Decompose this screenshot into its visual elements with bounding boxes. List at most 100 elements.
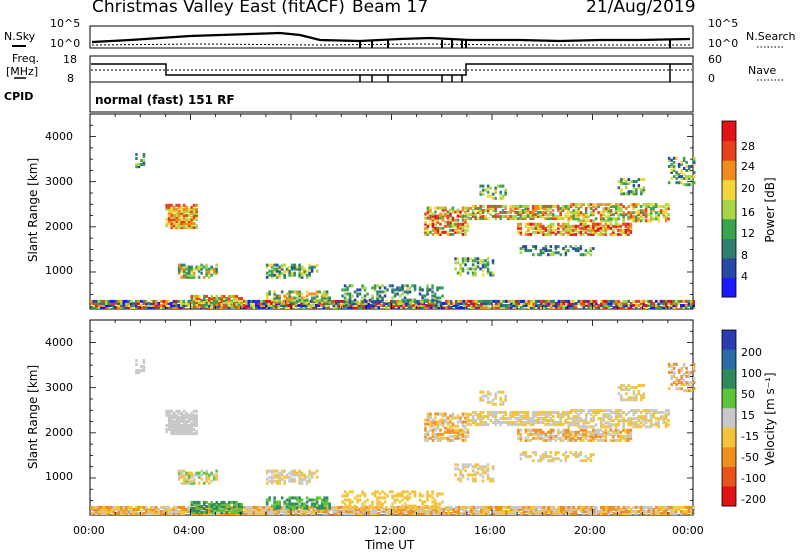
- velocity-cell: [225, 503, 228, 506]
- power-cell: [150, 301, 153, 305]
- power-cell: [564, 213, 567, 216]
- power-cell: [499, 217, 502, 221]
- power-cell: [464, 214, 467, 218]
- velocity-cell: [267, 507, 270, 511]
- velocity-cell: [320, 504, 324, 508]
- cpid-mode-text: normal (fast) 151 RF: [95, 93, 235, 107]
- power-cell: [293, 271, 296, 275]
- velocity-cell: [680, 512, 683, 515]
- power-cell: [612, 205, 615, 209]
- power-cell: [417, 304, 420, 307]
- velocity-cell: [187, 424, 191, 427]
- velocity-cell: [270, 475, 274, 479]
- velocity-cell: [190, 475, 193, 479]
- power-cell: [157, 301, 160, 305]
- velocity-cell: [406, 504, 409, 508]
- velocity-cell: [625, 392, 628, 396]
- power-cell: [577, 219, 580, 223]
- power-cell: [357, 306, 360, 309]
- power-cell: [452, 301, 455, 305]
- power-cell: [278, 269, 281, 273]
- velocity-cell: [549, 430, 553, 434]
- power-cell: [397, 306, 400, 309]
- power-cell: [190, 275, 193, 279]
- power-cell: [602, 219, 605, 223]
- power-cell: [142, 161, 146, 165]
- velocity-cell: [542, 510, 545, 513]
- power-cell: [564, 251, 568, 255]
- velocity-cell: [466, 430, 470, 434]
- power-cell: [535, 301, 538, 305]
- velocity-cell: [177, 477, 181, 481]
- power-cell: [592, 226, 595, 230]
- power-cell: [308, 267, 311, 271]
- power-cell: [411, 284, 414, 288]
- power-cell: [657, 299, 660, 303]
- power-cell: [170, 209, 173, 213]
- velocity-cell: [592, 432, 595, 436]
- velocity-cell: [605, 505, 608, 509]
- velocity-cell: [192, 413, 196, 417]
- velocity-cell: [449, 414, 452, 418]
- power-cell: [187, 301, 190, 305]
- power-cell: [542, 304, 545, 307]
- power-cell: [470, 301, 473, 305]
- power-cell: [567, 230, 570, 234]
- velocity-cell: [519, 457, 523, 461]
- velocity-cell: [185, 510, 188, 513]
- power-cell: [207, 304, 210, 307]
- velocity-cell: [559, 436, 563, 440]
- power-cell: [175, 222, 178, 225]
- velocity-cell: [363, 504, 367, 508]
- power-cell: [564, 230, 568, 234]
- velocity-cell: [145, 505, 148, 509]
- power-cell: [157, 306, 160, 309]
- velocity-cell: [692, 366, 696, 370]
- velocity-cell: [135, 512, 138, 515]
- power-cell: [401, 288, 404, 292]
- velocity-cell: [185, 481, 188, 485]
- velocity-cell: [537, 432, 540, 436]
- velocity-cell: [187, 415, 191, 419]
- power-cell: [373, 284, 377, 288]
- power-cell: [220, 299, 223, 302]
- power-cell: [692, 301, 695, 305]
- velocity-cell: [622, 428, 625, 432]
- power-cell: [474, 213, 477, 216]
- power-cell: [265, 301, 268, 305]
- power-cell: [393, 300, 397, 304]
- velocity-cell: [647, 505, 650, 509]
- velocity-cell: [530, 512, 533, 515]
- power-cell: [565, 299, 568, 303]
- velocity-cell: [649, 415, 653, 419]
- velocity-cell: [270, 471, 274, 475]
- power-cell: [474, 217, 477, 221]
- velocity-cell: [470, 507, 473, 511]
- velocity-cell: [600, 507, 603, 511]
- velocity-cell: [313, 471, 316, 475]
- velocity-cell: [469, 423, 472, 427]
- velocity-cell: [530, 507, 533, 511]
- power-cell: [313, 296, 316, 300]
- power-cell: [655, 306, 658, 309]
- power-cell: [122, 301, 125, 305]
- power-cell: [597, 222, 600, 226]
- power-cell: [664, 217, 668, 221]
- power-cell: [690, 301, 693, 305]
- power-cell: [599, 219, 603, 223]
- velocity-cell: [561, 412, 565, 416]
- power-cell: [461, 259, 465, 263]
- power-cell: [675, 299, 678, 303]
- power-cell: [376, 296, 379, 300]
- power-cell: [511, 206, 515, 210]
- power-cell: [572, 213, 575, 217]
- velocity-cell: [494, 412, 497, 416]
- velocity-cell: [413, 494, 417, 498]
- velocity-cell: [672, 375, 676, 378]
- power-cell: [245, 299, 248, 303]
- power-cell: [192, 218, 196, 221]
- velocity-cell: [521, 415, 525, 418]
- velocity-cell: [391, 506, 394, 510]
- power-cell: [609, 211, 613, 215]
- power-cell: [554, 232, 558, 236]
